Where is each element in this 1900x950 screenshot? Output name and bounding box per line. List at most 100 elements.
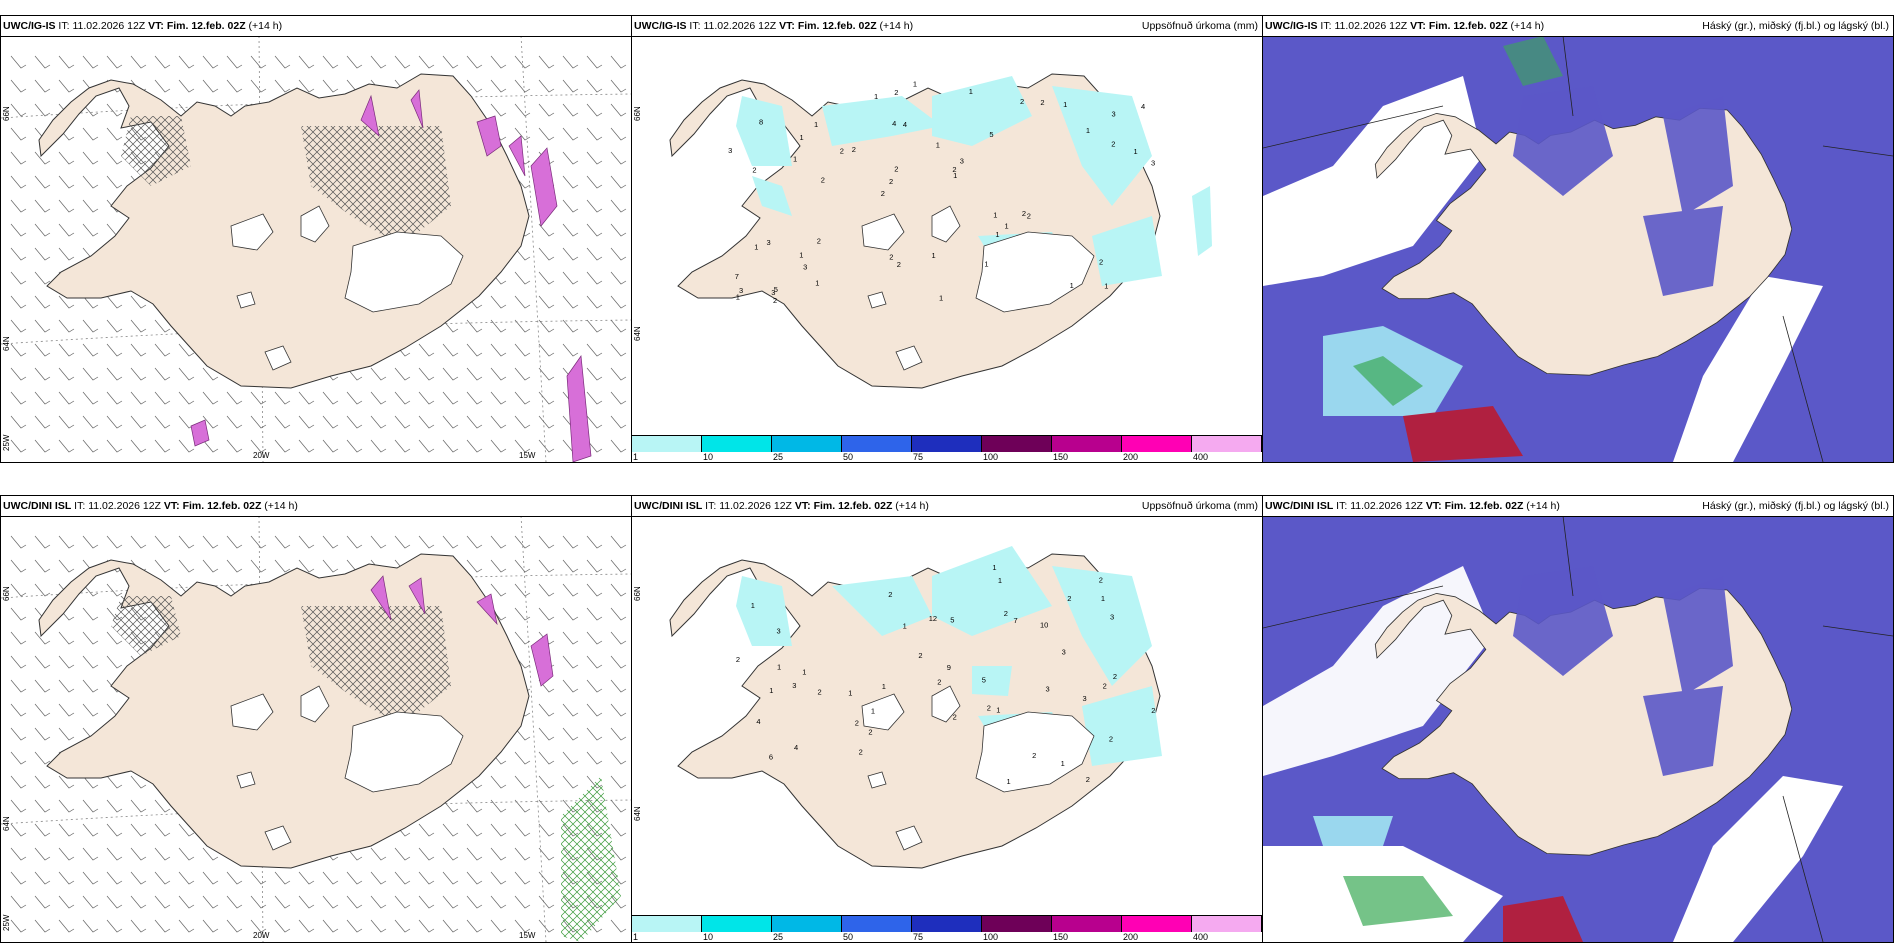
wind-barb: [586, 223, 603, 237]
precip-value-label: 1: [800, 133, 804, 142]
colorbar-swatch: [982, 436, 1052, 452]
wind-barb: [10, 607, 27, 621]
precip-value-label: 2: [868, 728, 872, 737]
precip-value-label: 1: [998, 576, 1002, 585]
map-title: Uppsöfnuð úrkoma (mm): [1141, 500, 1258, 512]
wind-barb: [202, 871, 219, 885]
wind-barb: [274, 871, 291, 885]
lead-time: (+14 h): [264, 500, 298, 512]
wind-barb: [202, 535, 219, 549]
wind-barb: [274, 535, 291, 549]
colorbar-swatch: [1052, 436, 1122, 452]
wind-barb: [538, 415, 555, 429]
precip-colorbar: 1 10 25 50 75 100 150 200 400: [632, 435, 1262, 462]
colorbar-swatch: [912, 916, 982, 932]
wind-barb: [466, 367, 483, 381]
it-value: 11.02.2026 12Z: [1350, 500, 1423, 512]
wind-barb: [418, 919, 435, 933]
wind-barb: [10, 199, 27, 213]
wind-barb: [490, 583, 507, 597]
colorbar-swatch: [772, 916, 842, 932]
wind-barb: [10, 391, 27, 405]
wind-barb: [202, 55, 219, 69]
panel-header: UWC/IG-IS IT: 11.02.2026 12Z VT: Fim. 12…: [1263, 16, 1893, 37]
precip-value-label: 2: [736, 655, 740, 664]
precip-value-label: 1: [814, 120, 818, 129]
wind-barb: [610, 127, 627, 141]
precip-value-label: 3: [1046, 685, 1050, 694]
precip-value-label: 1: [802, 668, 806, 677]
wind-barb: [10, 127, 27, 141]
wind-barb: [370, 535, 387, 549]
wind-barb: [562, 247, 579, 261]
wind-barb: [154, 799, 171, 813]
lat-label-64: 64N: [2, 336, 11, 351]
wind-barb: [586, 727, 603, 741]
wind-barb: [274, 919, 291, 933]
wind-barb: [562, 79, 579, 93]
wind-barb: [10, 679, 27, 693]
wind-barb: [370, 55, 387, 69]
wind-barb: [466, 919, 483, 933]
it-label: IT:: [1336, 500, 1348, 512]
colorbar-tick-label: 200: [1123, 932, 1139, 942]
precip-value-label: 1: [1086, 126, 1090, 135]
colorbar-swatch: [1192, 436, 1262, 452]
wind-barb: [538, 535, 555, 549]
wind-barb: [610, 775, 627, 789]
wind-barb: [610, 583, 627, 597]
map-canvas: [1263, 516, 1893, 942]
wind-barb: [58, 223, 75, 237]
precip-value-label: 3: [767, 238, 771, 247]
colorbar-swatch: [1122, 436, 1192, 452]
wind-barb: [154, 439, 171, 453]
wind-barb: [418, 895, 435, 909]
lead-time: (+14 h): [248, 20, 283, 32]
wind-barb: [322, 919, 339, 933]
wind-barb: [586, 391, 603, 405]
colorbar-tick-label: 10: [703, 452, 714, 462]
it-value: 11.02.2026 12Z: [72, 20, 146, 32]
wind-barb: [586, 271, 603, 285]
colorbar-swatch: [842, 916, 912, 932]
precip-value-label: 3: [1110, 612, 1114, 621]
wind-barb: [562, 223, 579, 237]
wind-barb: [226, 391, 243, 405]
precip-value-label: 1: [1063, 100, 1067, 109]
wind-barb: [58, 559, 75, 573]
wind-barb: [106, 799, 123, 813]
wind-barb: [322, 415, 339, 429]
precip-value-label: 1: [736, 293, 740, 302]
wind-barb: [298, 439, 315, 453]
wind-barb: [34, 79, 51, 93]
lon-label-25w: 25W: [2, 914, 11, 931]
wind-barb: [10, 703, 27, 717]
wind-barb: [610, 847, 627, 861]
wind-barb: [586, 415, 603, 429]
wind-barb: [490, 823, 507, 837]
wind-barb: [226, 79, 243, 93]
wind-barb: [490, 775, 507, 789]
lead-time: (+14 h): [895, 500, 929, 512]
wind-barb: [106, 775, 123, 789]
precip-value-label: 1: [874, 92, 878, 101]
wind-barb: [346, 871, 363, 885]
wind-barb: [490, 367, 507, 381]
precip-value-label: 3: [1062, 647, 1066, 656]
wind-barb: [58, 295, 75, 309]
wind-barb: [34, 631, 51, 645]
wind-barb: [178, 367, 195, 381]
wind-barb: [394, 367, 411, 381]
wind-barb: [274, 391, 291, 405]
precip-value-label: 7: [1014, 616, 1018, 625]
wind-barb: [82, 391, 99, 405]
wind-barb: [274, 439, 291, 453]
wind-barb: [34, 271, 51, 285]
precip-value-label: 2: [1103, 682, 1107, 691]
wind-barb: [466, 535, 483, 549]
colorbar-tick-label: 50: [843, 452, 854, 462]
colorbar-swatch: [632, 436, 702, 452]
wind-barb: [442, 319, 459, 333]
wind-barb: [466, 55, 483, 69]
wind-barb: [562, 295, 579, 309]
